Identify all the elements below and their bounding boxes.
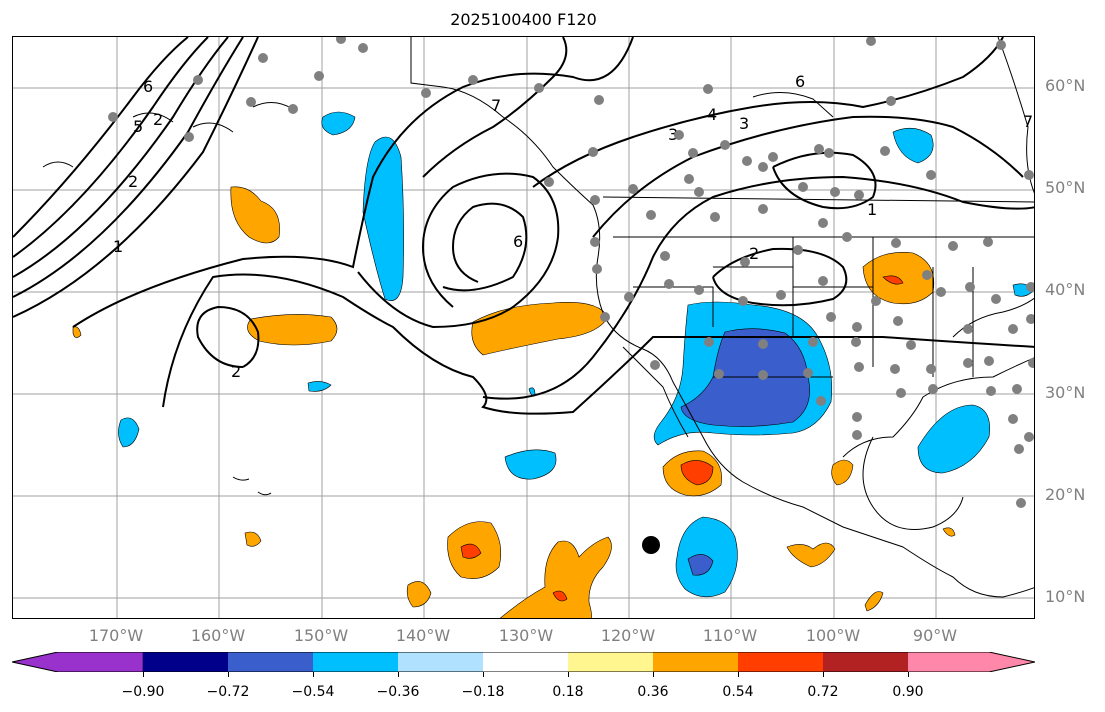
colorbar-tick-label: −0.54	[291, 684, 335, 700]
svg-text:7: 7	[1023, 112, 1033, 131]
svg-text:4: 4	[707, 105, 717, 124]
colorbar-tick-label: 0.54	[722, 684, 754, 700]
lat-label-20n: 20°N	[1045, 485, 1086, 504]
svg-text:2: 2	[231, 362, 241, 381]
contour-labels: 6 5 2 2 1 4 3 3 6 6 2 2 1 7 7	[113, 72, 1033, 381]
colorbar-tick-label: 0.90	[892, 684, 924, 700]
lon-label-140w: 140°W	[395, 626, 451, 645]
colorbar-tick-label: −0.36	[376, 684, 420, 700]
lat-label-30n: 30°N	[1045, 383, 1086, 402]
map-title: 2025100400 F120	[450, 10, 597, 29]
svg-text:1: 1	[867, 200, 877, 219]
svg-text:3: 3	[668, 125, 678, 144]
colorbar-tick-label: 0.72	[807, 684, 839, 700]
svg-text:6: 6	[795, 72, 805, 91]
storm-center-marker	[642, 536, 660, 554]
lat-label-40n: 40°N	[1045, 280, 1086, 299]
lon-label-170w: 170°W	[88, 626, 144, 645]
lat-label-60n: 60°N	[1045, 76, 1086, 95]
svg-text:5: 5	[133, 117, 143, 136]
svg-text:2: 2	[749, 244, 759, 263]
lon-label-110w: 110°W	[702, 626, 758, 645]
positive-anomaly-shading	[72, 186, 956, 618]
colorbar-tick-label: −0.18	[461, 684, 505, 700]
colorbar-tick-label: 0.36	[637, 684, 669, 700]
colorbar-tick-label: −0.72	[206, 684, 250, 700]
svg-text:1: 1	[113, 237, 123, 256]
svg-text:2: 2	[153, 110, 163, 129]
lon-label-160w: 160°W	[190, 626, 246, 645]
lat-label-50n: 50°N	[1045, 178, 1086, 197]
svg-text:7: 7	[491, 96, 501, 115]
lon-label-120w: 120°W	[600, 626, 656, 645]
map-panel: 6 5 2 2 1 4 3 3 6 6 2 2 1 7 7	[12, 36, 1035, 619]
lon-label-90w: 90°W	[912, 626, 958, 645]
station-markers	[108, 37, 1034, 508]
map-canvas: 6 5 2 2 1 4 3 3 6 6 2 2 1 7 7	[13, 37, 1034, 618]
lon-label-150w: 150°W	[293, 626, 349, 645]
lon-label-130w: 130°W	[498, 626, 554, 645]
height-contours	[13, 37, 1034, 415]
svg-text:6: 6	[513, 232, 523, 251]
colorbar-tick-label: −0.90	[121, 684, 165, 700]
colorbar	[12, 652, 1035, 672]
svg-text:2: 2	[128, 172, 138, 191]
lon-label-100w: 100°W	[805, 626, 861, 645]
lat-label-10n: 10°N	[1045, 587, 1086, 606]
svg-text:3: 3	[739, 114, 749, 133]
colorbar-tick-label: 0.18	[552, 684, 584, 700]
svg-text:6: 6	[143, 77, 153, 96]
